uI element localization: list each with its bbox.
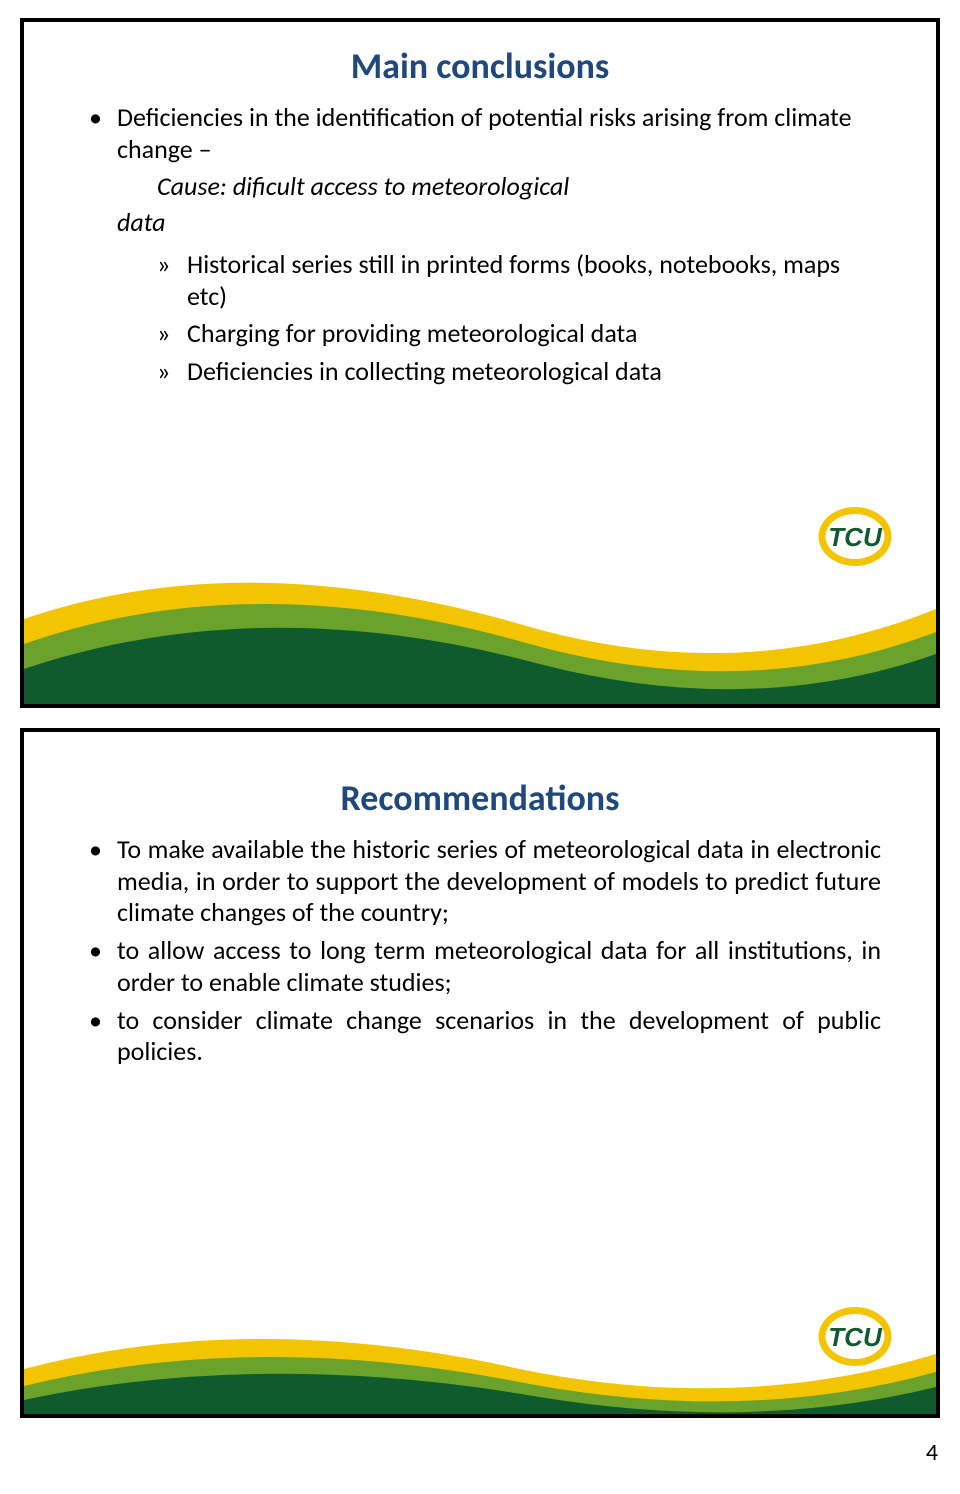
tcu-logo: TCU <box>812 1306 898 1366</box>
svg-text:TCU: TCU <box>828 522 883 552</box>
svg-text:TCU: TCU <box>828 1322 883 1352</box>
bullet-item: To make available the historic series of… <box>89 834 881 929</box>
cause-line: Cause: dificult access to meteorological <box>157 171 881 203</box>
slide-title: Recommendations <box>64 776 896 820</box>
slide-main-conclusions: Main conclusions Deficiencies in the ide… <box>20 18 940 708</box>
slide-recommendations: Recommendations To make available the hi… <box>20 728 940 1418</box>
page-number: 4 <box>0 1438 960 1467</box>
sub-bullet: Deficiencies in collecting meteorologica… <box>157 356 881 388</box>
sub-bullet: Charging for providing meteorological da… <box>157 318 881 350</box>
cause-continuation: data <box>117 207 881 239</box>
cause-rest: dificult access to meteorological <box>227 170 569 202</box>
cause-prefix: Cause: <box>157 170 227 202</box>
swoosh-graphic <box>24 1214 936 1414</box>
sub-bullet: Historical series still in printed forms… <box>157 249 881 312</box>
slide-content: To make available the historic series of… <box>89 834 881 1068</box>
bullet-item: Deficiencies in the identification of po… <box>89 102 881 165</box>
swoosh-graphic <box>24 504 936 704</box>
bullet-item: to consider climate change scenarios in … <box>89 1005 881 1068</box>
slide-content: Deficiencies in the identification of po… <box>89 102 881 388</box>
tcu-logo: TCU <box>812 506 898 566</box>
slide-title: Main conclusions <box>64 44 896 88</box>
bullet-item: to allow access to long term meteorologi… <box>89 935 881 998</box>
